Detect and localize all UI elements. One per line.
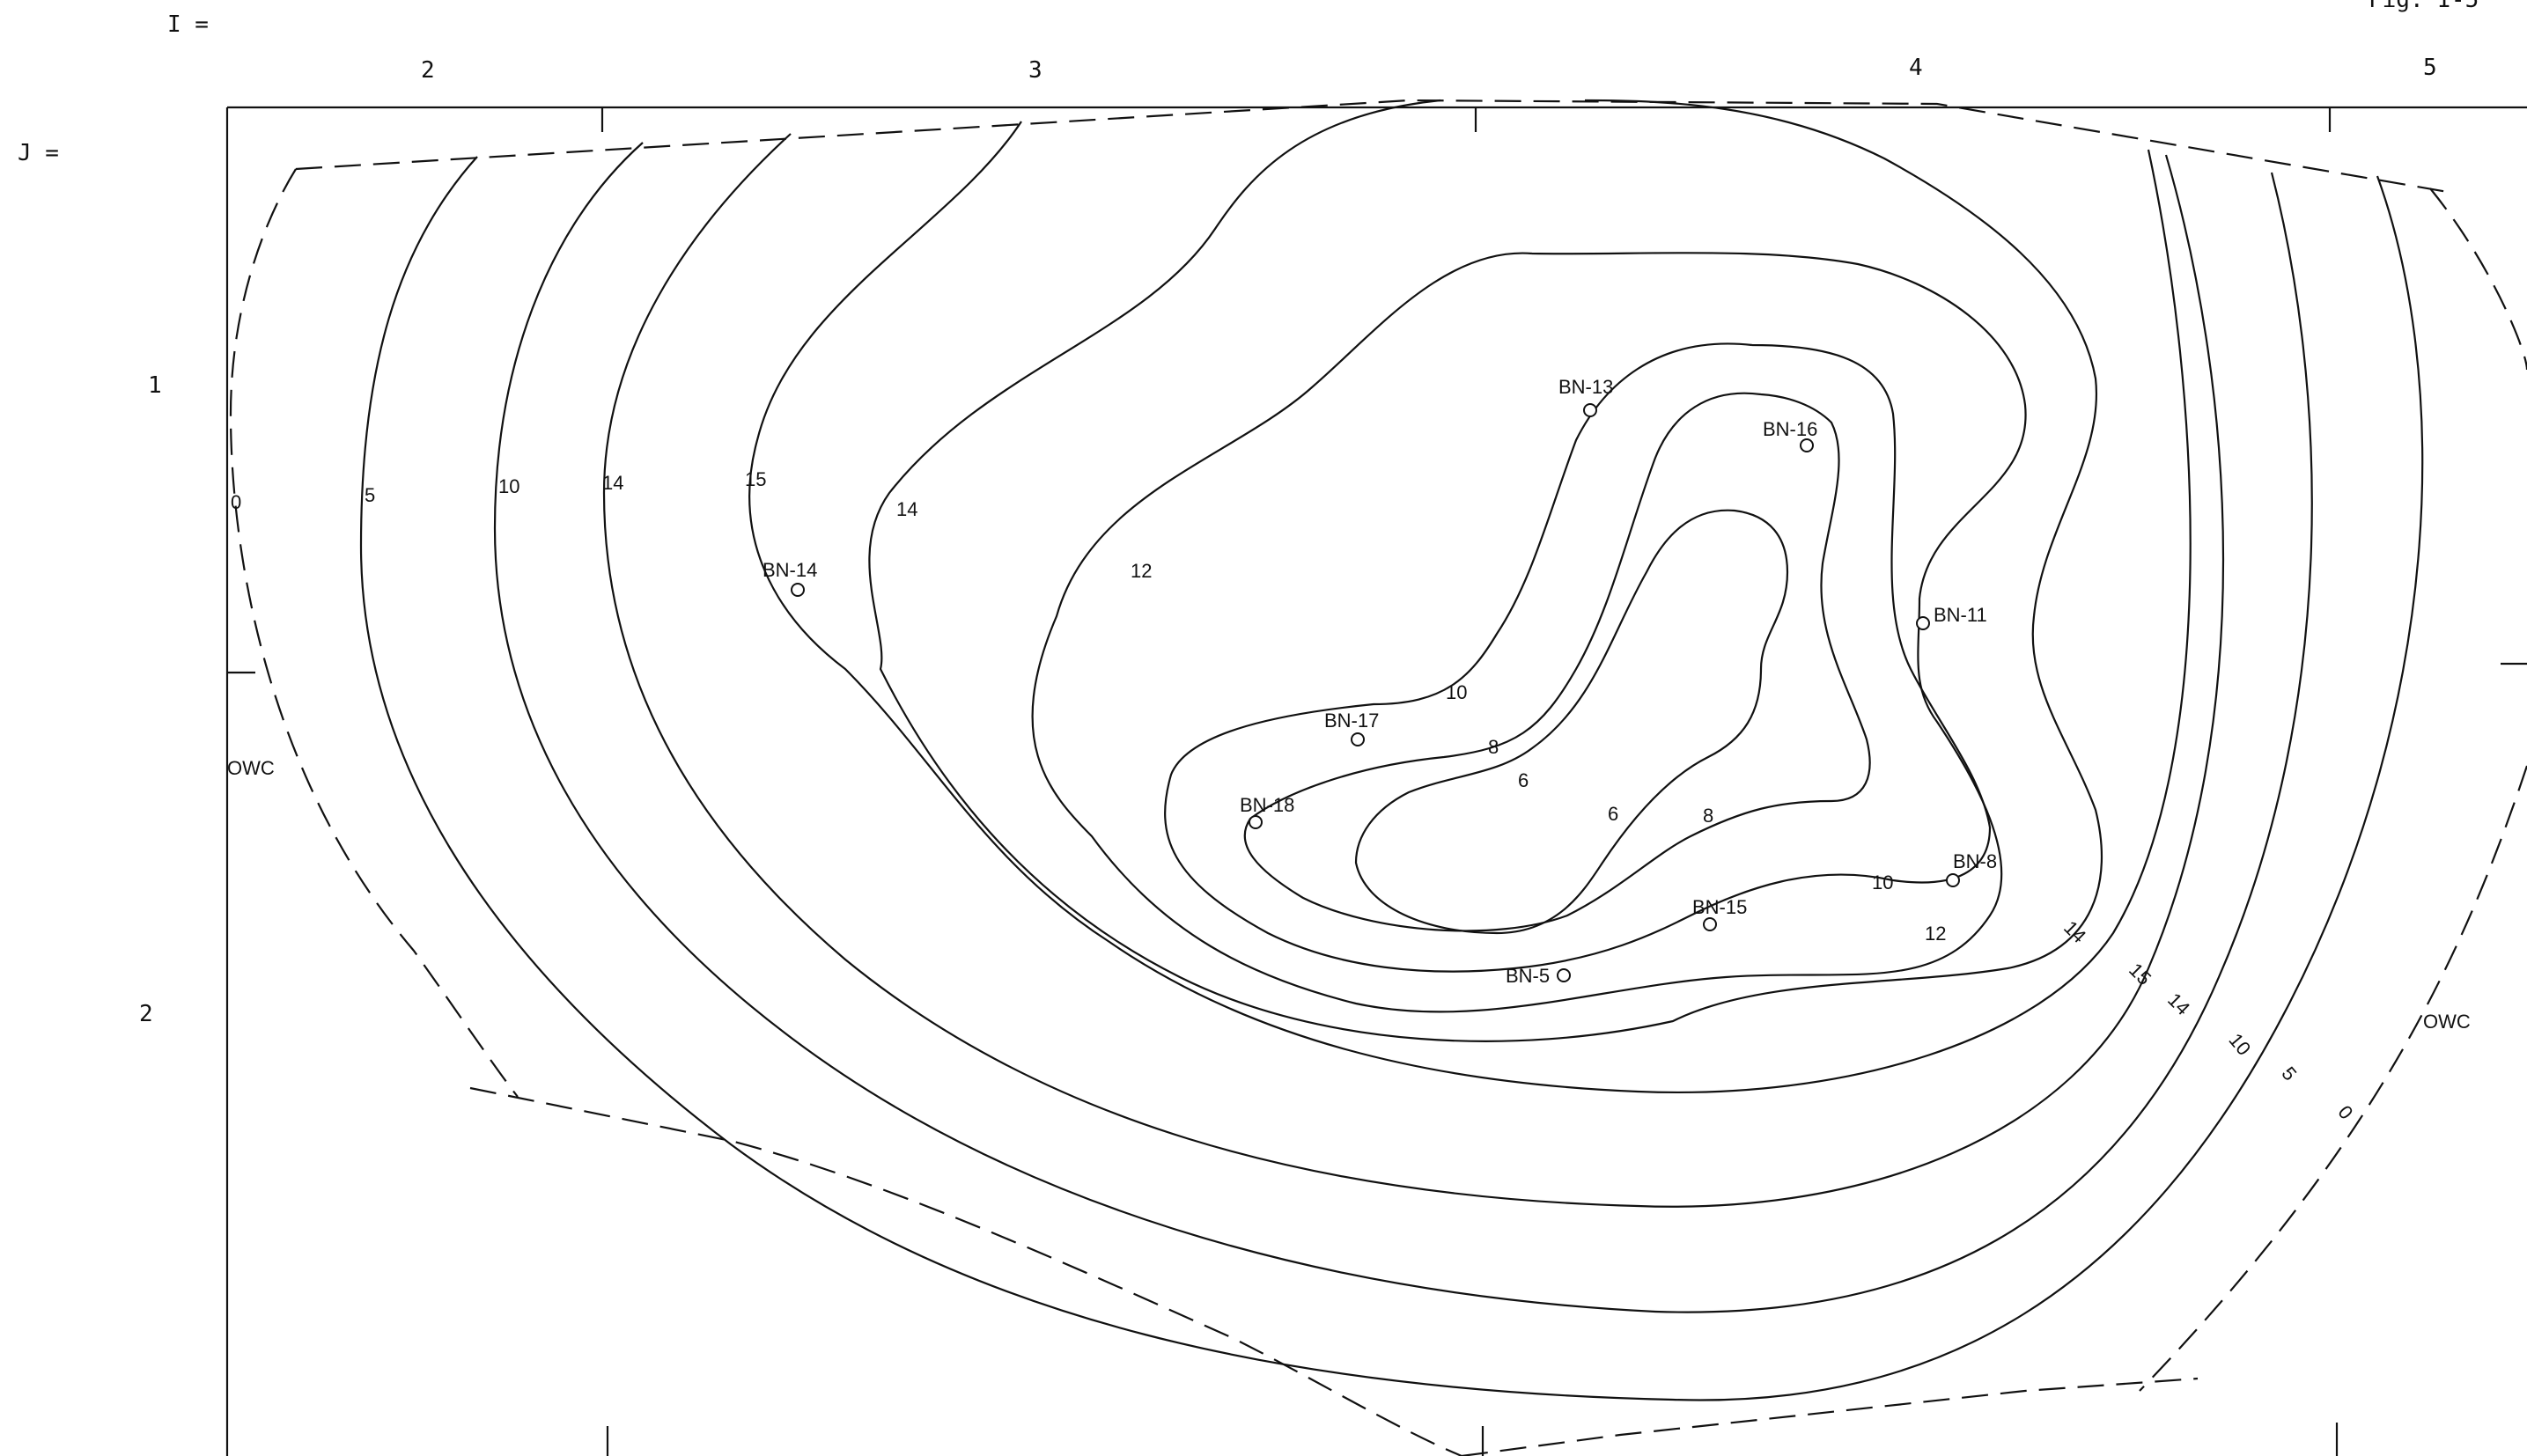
top-index-2: 2 xyxy=(421,57,435,84)
contour-label: 5 xyxy=(2277,1063,2301,1085)
left-index-2: 2 xyxy=(139,1001,153,1027)
contour-label: 6 xyxy=(1518,769,1529,791)
contour-label: 14 xyxy=(2163,989,2194,1019)
contour-label: 12 xyxy=(1925,923,1946,945)
contour-label: 8 xyxy=(1703,805,1713,827)
top-index-5: 5 xyxy=(2423,55,2437,81)
contour-labels: 0 5 10 14 15 14 12 10 8 6 6 8 10 12 14 1… xyxy=(231,468,2357,1123)
well-bn-8: BN-8 xyxy=(1946,850,1997,887)
svg-text:BN-16: BN-16 xyxy=(1763,418,1817,440)
well-bn-14: BN-14 xyxy=(763,559,817,597)
contour-label: 12 xyxy=(1131,560,1152,582)
contour-label: 10 xyxy=(1446,681,1467,703)
index-label: I = xyxy=(167,11,209,38)
left-index-1: 1 xyxy=(148,372,162,399)
well-bn-16: BN-16 xyxy=(1763,418,1817,452)
well-bn-18: BN-18 xyxy=(1240,794,1294,829)
svg-text:BN-11: BN-11 xyxy=(1934,604,1987,626)
contour-label: 8 xyxy=(1488,736,1499,758)
svg-text:BN-13: BN-13 xyxy=(1558,376,1613,398)
well-bn-17: BN-17 xyxy=(1324,710,1379,746)
well-bn-13: BN-13 xyxy=(1558,376,1613,417)
map-frame xyxy=(225,106,2527,1456)
contour-label: 14 xyxy=(896,498,917,520)
contour-label: 14 xyxy=(602,472,623,494)
well-bn-11: BN-11 xyxy=(1916,604,1987,630)
contour-label: 10 xyxy=(2224,1029,2255,1060)
contour-label: 10 xyxy=(498,475,519,497)
well-bn-15: BN-15 xyxy=(1692,896,1747,931)
top-index-3: 3 xyxy=(1028,57,1042,84)
wells: BN-13 BN-16 BN-14 BN-11 BN-17 BN-18 BN-8 xyxy=(763,376,1997,987)
contour-label: 15 xyxy=(745,468,766,490)
contour-label: 0 xyxy=(2333,1101,2357,1123)
contour-label: 5 xyxy=(365,484,375,506)
contour-lines xyxy=(359,99,2424,1401)
j-axis-label: J = xyxy=(18,140,59,166)
top-index-4: 4 xyxy=(1909,55,1923,81)
boundary-lines xyxy=(229,99,2527,1456)
contour-label: 6 xyxy=(1608,803,1618,825)
svg-text:BN-15: BN-15 xyxy=(1692,896,1747,918)
well-bn-5: BN-5 xyxy=(1506,965,1571,987)
contour-label: 10 xyxy=(1872,871,1893,893)
svg-text:BN-8: BN-8 xyxy=(1953,850,1997,872)
svg-text:BN-14: BN-14 xyxy=(763,559,817,581)
owc-label-right: OWC xyxy=(2423,1011,2471,1033)
owc-label-left: OWC xyxy=(227,757,275,779)
svg-text:BN-17: BN-17 xyxy=(1324,710,1379,732)
contour-label: 0 xyxy=(231,491,241,513)
svg-text:BN-18: BN-18 xyxy=(1240,794,1294,816)
svg-text:BN-5: BN-5 xyxy=(1506,965,1550,987)
figure-label: Fig. I-5 xyxy=(2369,0,2479,13)
